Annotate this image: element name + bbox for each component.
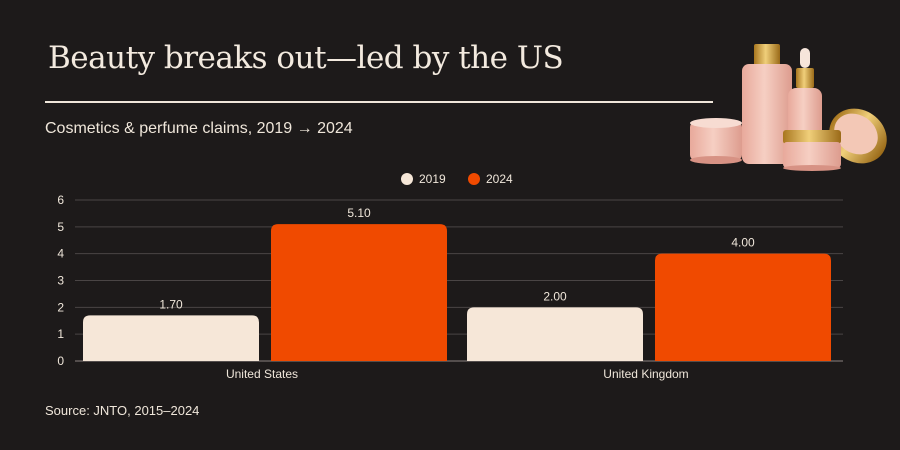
chart-subtitle: Cosmetics & perfume claims, 2019 → 2024: [45, 120, 353, 137]
y-tick-label: 2: [57, 300, 64, 314]
bar-2019-united-kingdom: [467, 307, 643, 361]
y-tick-label: 3: [57, 274, 64, 288]
bars: [83, 224, 831, 361]
legend-swatch: [401, 173, 413, 185]
y-tick-label: 0: [57, 354, 64, 368]
bar-2024-united-states: [271, 224, 447, 361]
x-axis: United States United Kingdom: [226, 367, 689, 381]
cream-jar-left: [690, 118, 742, 164]
y-axis: 0 1 2 3 4 5 6: [57, 193, 64, 368]
y-tick-label: 1: [57, 327, 64, 341]
y-tick-label: 6: [57, 193, 64, 207]
x-category-label: United Kingdom: [603, 367, 688, 381]
y-tick-label: 4: [57, 247, 64, 261]
legend-swatch: [468, 173, 480, 185]
bar-2024-united-kingdom: [655, 253, 831, 361]
data-label: 5.10: [347, 206, 371, 220]
bar-2019-united-states: [83, 315, 259, 361]
data-labels: 1.70 5.10 2.00 4.00: [159, 206, 755, 311]
legend-label: 2024: [486, 172, 513, 186]
title-divider: [45, 101, 713, 103]
legend-label: 2019: [419, 172, 446, 186]
source-note: Source: JNTO, 2015–2024: [45, 403, 200, 418]
cream-jar-front: [783, 130, 841, 171]
y-tick-label: 5: [57, 220, 64, 234]
cosmetics-illustration: [690, 44, 887, 171]
lotion-bottle: [742, 44, 792, 164]
data-label: 2.00: [543, 289, 567, 303]
data-label: 4.00: [731, 236, 755, 250]
data-label: 1.70: [159, 297, 183, 311]
jar-lid: [829, 108, 887, 164]
legend: 2019 2024: [401, 172, 513, 186]
chart-title: Beauty breaks out—led by the US: [48, 40, 564, 76]
x-category-label: United States: [226, 367, 298, 381]
